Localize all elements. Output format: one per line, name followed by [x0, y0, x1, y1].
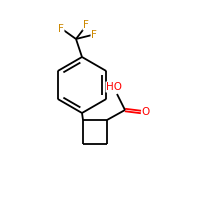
Text: F: F [83, 20, 89, 30]
Text: F: F [91, 30, 97, 40]
Text: F: F [58, 24, 64, 34]
Text: HO: HO [106, 82, 122, 92]
Text: O: O [142, 107, 150, 117]
